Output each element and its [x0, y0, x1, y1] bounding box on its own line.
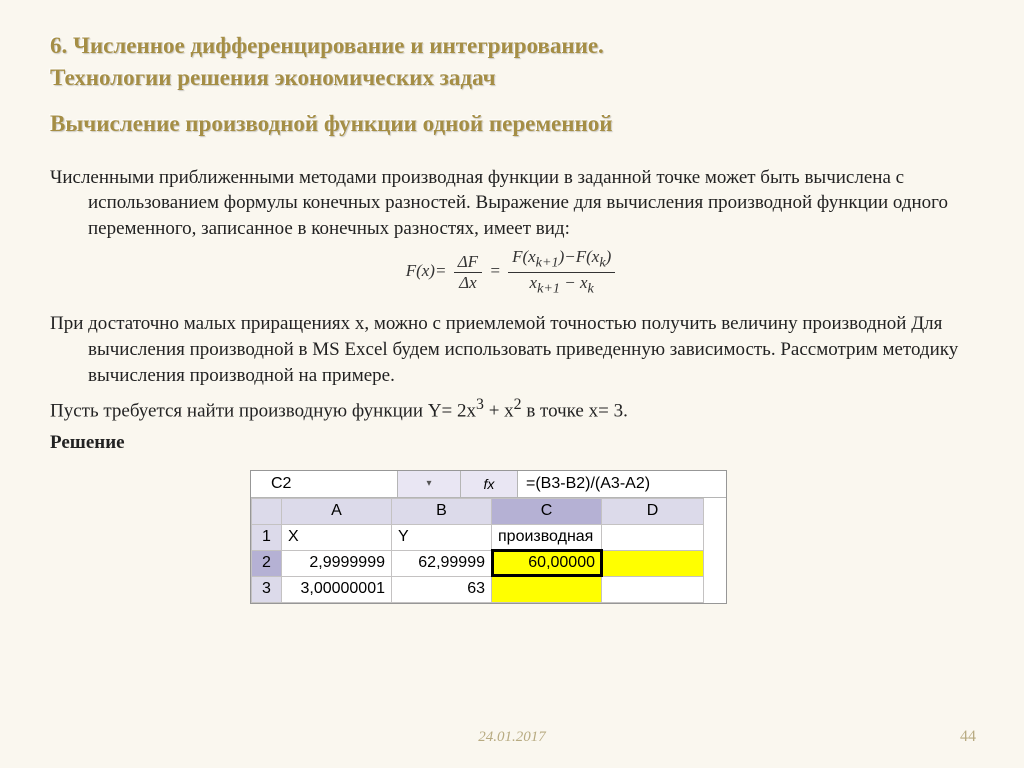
col-header-B[interactable]: B — [392, 498, 492, 524]
table-row: 1 X Y производная — [252, 524, 704, 550]
fx-icon[interactable]: fx — [461, 471, 518, 497]
cell-D3[interactable] — [602, 576, 704, 602]
row-header-1[interactable]: 1 — [252, 524, 282, 550]
cell-C2-active[interactable]: 60,00000 — [492, 550, 602, 576]
excel-screenshot: C2 ▾ fx =(B3-B2)/(A3-A2) A B C D 1 X Y п… — [250, 470, 727, 604]
cell-C1[interactable]: производная — [492, 524, 602, 550]
table-row: 2 2,9999999 62,99999 60,00000 — [252, 550, 704, 576]
row-header-2[interactable]: 2 — [252, 550, 282, 576]
cell-D1[interactable] — [602, 524, 704, 550]
select-all-corner[interactable] — [252, 498, 282, 524]
col-header-C[interactable]: C — [492, 498, 602, 524]
name-box-dropdown-icon[interactable]: ▾ — [398, 471, 461, 497]
cell-C3[interactable] — [492, 576, 602, 602]
name-box[interactable]: C2 — [251, 471, 398, 497]
cell-A1[interactable]: X — [282, 524, 392, 550]
formula-bar[interactable]: =(B3-B2)/(A3-A2) — [518, 471, 726, 497]
paragraph-3: Пусть требуется найти производную функци… — [50, 394, 974, 424]
cell-A2[interactable]: 2,9999999 — [282, 550, 392, 576]
col-header-A[interactable]: A — [282, 498, 392, 524]
col-header-D[interactable]: D — [602, 498, 704, 524]
footer-date: 24.01.2017 — [0, 729, 1024, 746]
excel-formula-row: C2 ▾ fx =(B3-B2)/(A3-A2) — [251, 471, 726, 498]
cell-B3[interactable]: 63 — [392, 576, 492, 602]
cell-B1[interactable]: Y — [392, 524, 492, 550]
paragraph-1: Численными приближенными методами произв… — [50, 165, 974, 242]
solution-label: Решение — [50, 430, 974, 456]
footer-page-number: 44 — [960, 728, 976, 746]
heading-line-1: 6. Численное дифференцирование и интегри… — [50, 30, 974, 62]
heading-line-2: Технологии решения экономических задач — [50, 62, 974, 94]
slide-heading: 6. Численное дифференцирование и интегри… — [50, 30, 974, 141]
table-row: 3 3,00000001 63 — [252, 576, 704, 602]
excel-grid: A B C D 1 X Y производная 2 2,9999999 62… — [251, 498, 704, 603]
cell-A3[interactable]: 3,00000001 — [282, 576, 392, 602]
formula: F(x)= ΔF Δx = F(xk+1)−F(xk) xk+1 − xk — [50, 247, 974, 297]
cell-B2[interactable]: 62,99999 — [392, 550, 492, 576]
paragraph-2: При достаточно малых приращениях x, можн… — [50, 311, 974, 388]
cell-D2[interactable] — [602, 550, 704, 576]
row-header-3[interactable]: 3 — [252, 576, 282, 602]
heading-line-3: Вычисление производной функции одной пер… — [50, 108, 974, 140]
